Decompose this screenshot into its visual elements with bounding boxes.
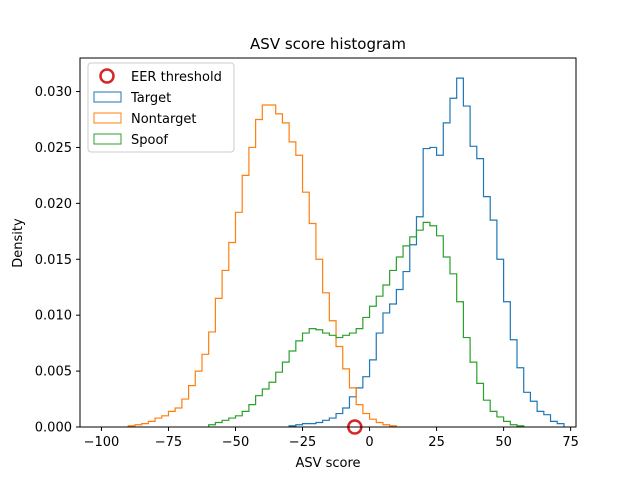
y-tick-label: 0.020 [35, 197, 72, 212]
x-tick-label: 0 [365, 435, 373, 450]
y-tick-label: 0.000 [35, 421, 72, 436]
legend-label-eer: EER threshold [131, 70, 222, 85]
legend: EER threshold Target Nontarget Spoof [87, 62, 235, 153]
x-tick-label: 50 [495, 435, 512, 450]
series-spoof-outline [208, 221, 525, 427]
y-tick-label: 0.025 [35, 141, 72, 156]
x-axis-ticks: −100 −75 −50 −25 0 25 50 75 [84, 427, 579, 450]
series-layer [127, 77, 565, 427]
x-tick-label: −100 [84, 435, 120, 450]
chart-title: ASV score histogram [250, 35, 406, 53]
legend-swatch-spoof [93, 133, 122, 145]
y-tick-label: 0.010 [35, 309, 72, 324]
legend-label-nontarget: Nontarget [131, 112, 196, 127]
legend-swatch-nontarget [93, 112, 122, 124]
plot-frame [79, 57, 577, 428]
legend-eer-marker-icon [99, 68, 115, 84]
x-tick-label: 25 [428, 435, 445, 450]
legend-label-target: Target [130, 91, 171, 106]
x-tick-label: 75 [562, 435, 579, 450]
y-axis-title: Density [11, 218, 26, 268]
x-tick-label: −50 [222, 435, 249, 450]
x-tick-label: −75 [155, 435, 182, 450]
legend-swatch-target [93, 91, 122, 103]
y-tick-label: 0.005 [35, 365, 72, 380]
legend-box [87, 62, 235, 153]
series-nontarget-outline [127, 104, 397, 427]
y-tick-label: 0.015 [35, 253, 72, 268]
y-tick-label: 0.030 [35, 85, 72, 100]
series-target-outline [288, 77, 565, 427]
y-axis-ticks: 0.000 0.005 0.010 0.015 0.020 0.025 0.030 [35, 85, 80, 436]
legend-label-spoof: Spoof [131, 133, 168, 148]
x-tick-label: −25 [289, 435, 316, 450]
x-axis-title: ASV score [295, 456, 360, 471]
